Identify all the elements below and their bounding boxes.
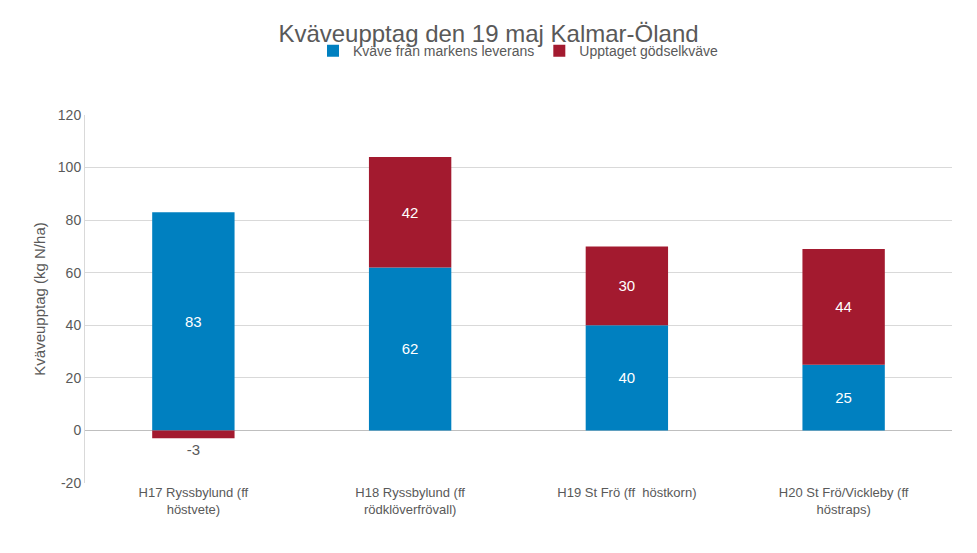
svg-text:H17 Ryssbylund (ffhöstvete): H17 Ryssbylund (ffhöstvete) [139,485,249,517]
svg-text:Kväveupptag den 19 maj Kalmar-: Kväveupptag den 19 maj Kalmar-Öland [278,20,698,47]
svg-text:80: 80 [66,212,82,228]
svg-text:Upptaget gödselkväve: Upptaget gödselkväve [579,43,718,59]
svg-text:42: 42 [402,204,419,221]
svg-text:62: 62 [402,340,419,357]
svg-text:83: 83 [185,313,202,330]
svg-text:100: 100 [58,159,82,175]
svg-text:-20: -20 [61,475,81,491]
svg-text:40: 40 [66,317,82,333]
svg-text:-3: -3 [187,441,200,458]
svg-text:Kväve från markens leverans: Kväve från markens leverans [353,43,534,59]
svg-text:Kväveupptag (kg N/ha): Kväveupptag (kg N/ha) [31,222,48,375]
svg-text:44: 44 [835,298,852,315]
svg-text:30: 30 [619,277,636,294]
svg-text:H20 St Frö/Vickleby (ffhöstrap: H20 St Frö/Vickleby (ffhöstraps) [779,485,909,517]
svg-text:20: 20 [66,370,82,386]
svg-text:120: 120 [58,107,82,123]
svg-text:25: 25 [835,389,852,406]
svg-text:0: 0 [73,422,81,438]
svg-text:60: 60 [66,265,82,281]
svg-text:H19 St Frö (ff höstkorn): H19 St Frö (ff höstkorn) [557,485,696,500]
svg-text:40: 40 [619,369,636,386]
svg-text:H18 Ryssbylund (ffrödklöverfrö: H18 Ryssbylund (ffrödklöverfrövall) [355,485,465,517]
